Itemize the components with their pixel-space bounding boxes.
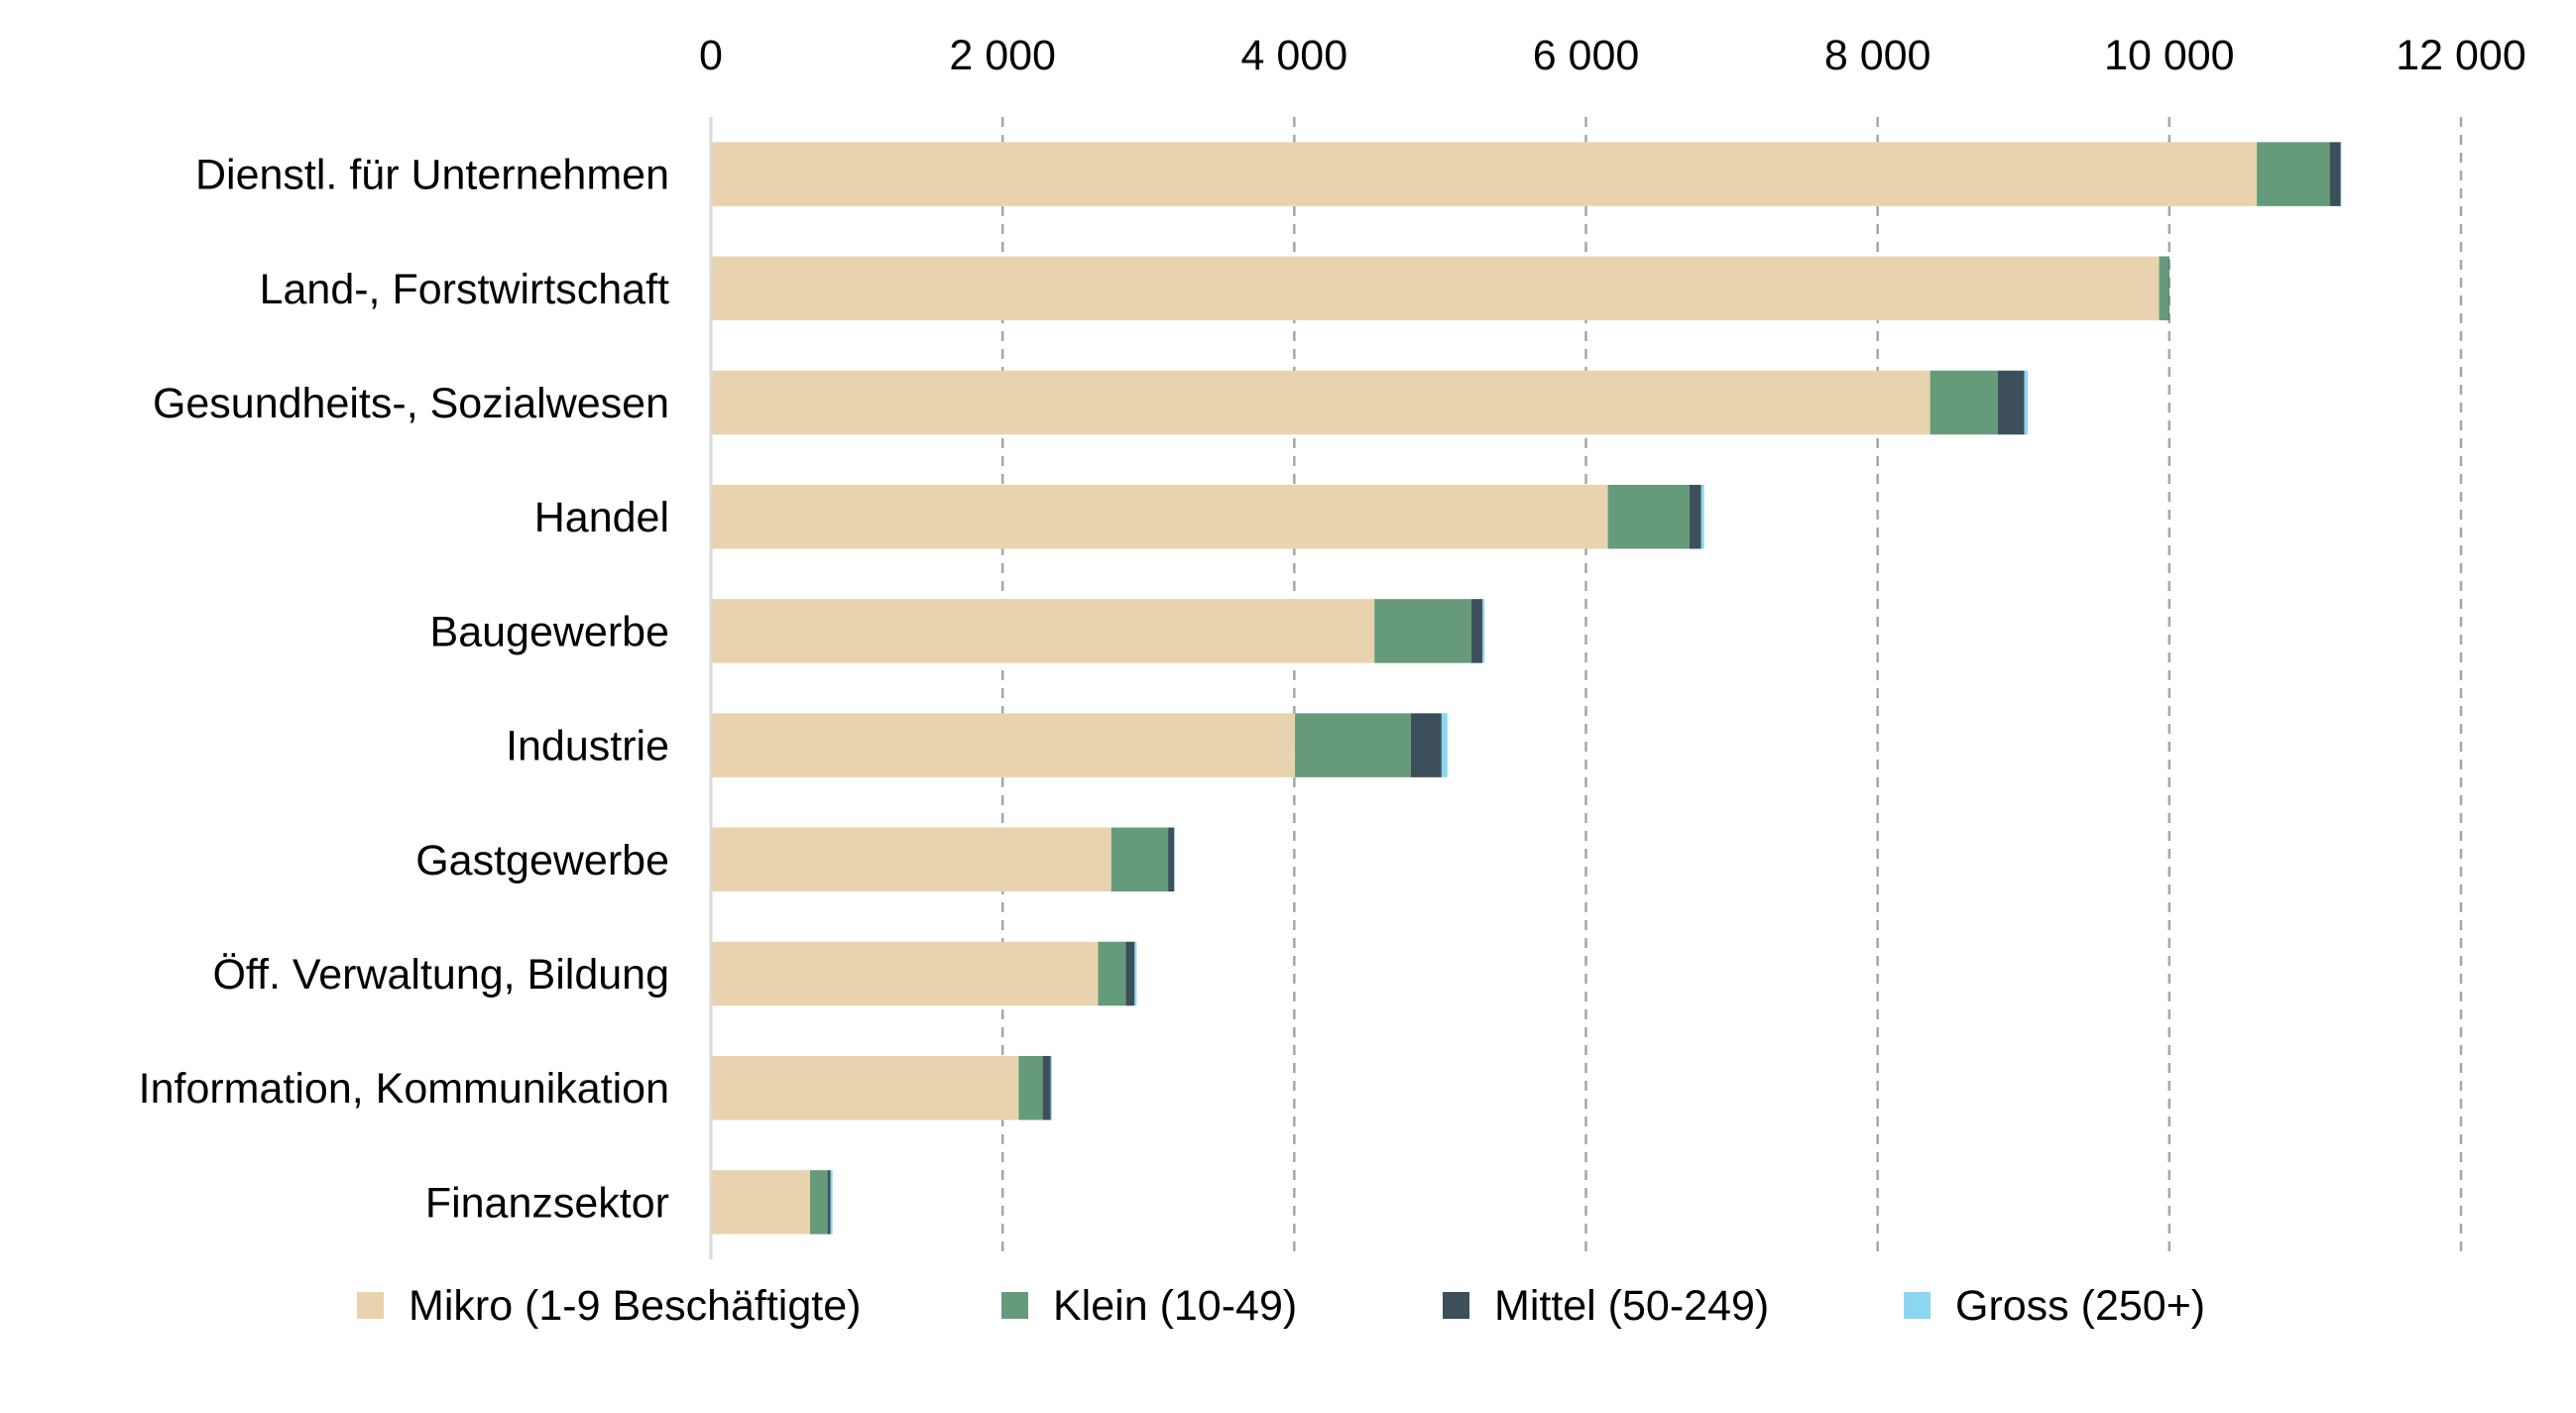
bar-segment xyxy=(1411,713,1442,777)
category-label: Industrie xyxy=(506,723,669,770)
bar-group xyxy=(711,599,1485,663)
bar-segment xyxy=(1607,484,1690,549)
bar-segment xyxy=(711,941,1099,1006)
bar-segment xyxy=(711,484,1608,549)
bar-group xyxy=(711,941,1137,1006)
bar-segment xyxy=(1111,827,1169,892)
bar-segment xyxy=(1168,827,1174,892)
bar-segment xyxy=(1374,599,1472,663)
x-tick-label: 6 000 xyxy=(1533,32,1640,79)
x-axis-ticks: 0 2 000 4 000 6 000 8 000 10 000 12 000 xyxy=(699,32,2526,79)
bar-segment xyxy=(711,599,1375,663)
bar-group xyxy=(711,484,1704,549)
bar-segment xyxy=(1042,1055,1051,1120)
bar-segment xyxy=(711,713,1296,777)
x-tick-label: 0 xyxy=(699,32,723,79)
bar-segment xyxy=(1050,1055,1052,1120)
bar-segment xyxy=(2340,142,2342,206)
bar-group xyxy=(711,1055,1052,1120)
category-label: Handel xyxy=(534,494,669,541)
legend-item: Klein (10-49) xyxy=(1001,1282,1297,1330)
bar-segment xyxy=(1482,599,1485,663)
bar-group xyxy=(711,256,2170,321)
bar-segment xyxy=(1441,713,1448,777)
legend-swatch xyxy=(357,1292,384,1319)
bar-segment xyxy=(2329,142,2341,206)
bar-group xyxy=(711,370,2029,435)
category-label: Dienstl. für Unternehmen xyxy=(195,152,669,199)
legend-item: Gross (250+) xyxy=(1904,1282,2205,1330)
bar-segment xyxy=(827,1170,831,1235)
bar-segment xyxy=(1173,827,1176,892)
category-labels: Dienstl. für Unternehmen Land-, Forstwirt… xyxy=(139,152,669,1228)
bar-segment xyxy=(1689,484,1701,549)
category-label: Baugewerbe xyxy=(430,608,669,655)
bar-segment xyxy=(711,1055,1019,1120)
category-label: Information, Kommunikation xyxy=(139,1065,669,1113)
bar-segment xyxy=(1018,1055,1043,1120)
x-tick-label: 10 000 xyxy=(2104,32,2235,79)
legend-swatch xyxy=(1001,1292,1028,1319)
x-tick-label: 12 000 xyxy=(2396,32,2526,79)
legend-swatch xyxy=(1443,1292,1469,1319)
x-tick-label: 2 000 xyxy=(949,32,1056,79)
bars xyxy=(711,142,2342,1235)
bar-segment xyxy=(1295,713,1411,777)
bar-segment xyxy=(1700,484,1704,549)
bar-group xyxy=(711,827,1176,892)
bar-segment xyxy=(2024,370,2029,435)
x-tick-label: 8 000 xyxy=(1824,32,1932,79)
legend-label: Mittel (50-249) xyxy=(1494,1282,1769,1330)
category-label: Gesundheits-, Sozialwesen xyxy=(153,380,669,427)
bar-group xyxy=(711,1170,833,1235)
bar-segment xyxy=(711,370,1931,435)
bar-segment xyxy=(2257,142,2330,206)
bar-segment xyxy=(1134,941,1137,1006)
legend-swatch xyxy=(1904,1292,1931,1319)
bar-segment xyxy=(2168,256,2169,321)
legend-label: Mikro (1-9 Beschäftigte) xyxy=(409,1282,861,1330)
bar-segment xyxy=(1098,941,1126,1006)
legend-item: Mittel (50-249) xyxy=(1443,1282,1769,1330)
bar-segment xyxy=(1998,370,2025,435)
legend: Mikro (1-9 Beschäftigte) Klein (10-49) Mit… xyxy=(357,1282,2205,1330)
bar-segment xyxy=(711,1170,811,1235)
legend-label: Klein (10-49) xyxy=(1053,1282,1297,1330)
legend-label: Gross (250+) xyxy=(1955,1282,2205,1330)
legend-item: Mikro (1-9 Beschäftigte) xyxy=(357,1282,861,1330)
bar-segment xyxy=(2159,256,2169,321)
x-tick-label: 4 000 xyxy=(1241,32,1348,79)
category-label: Öff. Verwaltung, Bildung xyxy=(212,951,669,999)
bar-segment xyxy=(810,1170,828,1235)
bar-segment xyxy=(1930,370,1999,435)
bar-group xyxy=(711,142,2342,206)
bar-group xyxy=(711,713,1448,777)
bar-segment xyxy=(711,827,1112,892)
bar-segment xyxy=(711,142,2258,206)
category-label: Finanzsektor xyxy=(425,1179,669,1227)
category-label: Land-, Forstwirtschaft xyxy=(260,266,669,313)
bar-segment xyxy=(1471,599,1483,663)
bar-segment xyxy=(711,256,2160,321)
bar-segment xyxy=(1125,941,1135,1006)
bar-segment xyxy=(830,1170,833,1235)
category-label: Gastgewerbe xyxy=(415,837,669,884)
